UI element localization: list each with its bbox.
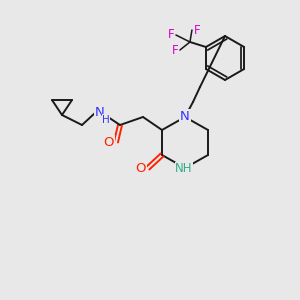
Text: O: O [136,161,146,175]
Text: H: H [102,115,110,125]
Text: N: N [180,110,190,122]
Text: F: F [194,23,200,37]
Text: F: F [172,44,178,56]
Text: NH: NH [175,163,193,176]
Text: N: N [95,106,105,118]
Text: O: O [104,136,114,148]
Text: F: F [168,28,174,41]
